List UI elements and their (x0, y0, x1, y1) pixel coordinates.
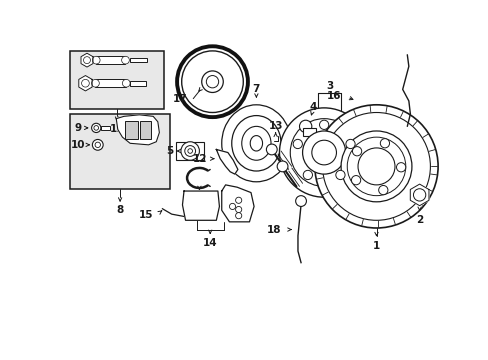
Bar (95, 80, 126, 87)
Text: 4: 4 (309, 102, 316, 112)
Circle shape (187, 149, 192, 153)
Text: 17: 17 (172, 94, 187, 104)
Circle shape (311, 140, 336, 165)
Circle shape (302, 131, 345, 174)
Circle shape (352, 147, 361, 156)
Circle shape (266, 144, 277, 155)
Bar (130, 81, 145, 86)
Circle shape (235, 213, 241, 219)
Circle shape (293, 139, 302, 149)
Circle shape (303, 170, 312, 180)
Polygon shape (79, 76, 92, 91)
Text: 5: 5 (166, 146, 173, 156)
Polygon shape (216, 149, 238, 174)
Circle shape (122, 56, 129, 64)
Text: 2: 2 (415, 215, 423, 225)
Circle shape (380, 139, 389, 148)
Circle shape (83, 57, 90, 64)
Circle shape (202, 71, 223, 93)
Circle shape (235, 206, 241, 213)
Text: 12: 12 (192, 154, 207, 164)
Text: 11: 11 (109, 125, 124, 134)
Bar (96, 56, 125, 64)
Circle shape (319, 120, 328, 130)
Circle shape (92, 139, 103, 150)
Polygon shape (182, 191, 219, 220)
Text: 9: 9 (74, 123, 81, 133)
Text: 15: 15 (139, 210, 153, 220)
Polygon shape (221, 185, 254, 222)
Text: 6: 6 (195, 194, 203, 204)
Polygon shape (409, 184, 428, 206)
Circle shape (181, 142, 199, 160)
Polygon shape (116, 115, 159, 145)
Circle shape (351, 176, 360, 185)
Circle shape (295, 195, 306, 206)
Text: 14: 14 (203, 238, 217, 248)
Bar (140, 121, 151, 139)
Circle shape (177, 46, 247, 117)
Circle shape (91, 123, 101, 132)
Circle shape (279, 108, 368, 197)
Bar (130, 58, 147, 62)
Bar (101, 126, 110, 130)
Circle shape (346, 137, 405, 195)
Text: 7: 7 (252, 84, 260, 94)
Circle shape (184, 145, 195, 156)
Circle shape (92, 56, 100, 64)
Text: 16: 16 (326, 91, 341, 100)
Text: 8: 8 (116, 205, 123, 215)
Circle shape (290, 119, 357, 186)
Circle shape (335, 170, 345, 180)
Text: 18: 18 (267, 225, 281, 235)
Circle shape (396, 163, 405, 172)
Circle shape (413, 189, 424, 200)
Circle shape (94, 126, 99, 130)
Circle shape (95, 142, 100, 148)
Circle shape (314, 105, 437, 228)
Circle shape (206, 76, 218, 88)
Circle shape (413, 189, 425, 201)
Circle shape (357, 148, 394, 185)
Circle shape (341, 131, 411, 202)
Bar (125, 121, 138, 139)
Circle shape (322, 112, 429, 220)
Circle shape (229, 203, 235, 210)
Polygon shape (81, 53, 93, 67)
Bar (70, 51, 163, 109)
Text: 10: 10 (70, 140, 85, 150)
Circle shape (235, 197, 241, 203)
Bar (176, 142, 203, 160)
Text: 13: 13 (268, 121, 283, 131)
Bar (70, 114, 170, 189)
Circle shape (91, 80, 99, 87)
Circle shape (299, 120, 311, 132)
Text: 3: 3 (325, 81, 332, 91)
Circle shape (345, 139, 354, 149)
Bar (302, 128, 316, 136)
Circle shape (122, 80, 130, 87)
Circle shape (81, 80, 89, 87)
Circle shape (378, 185, 387, 195)
Circle shape (277, 161, 287, 172)
Text: 1: 1 (372, 241, 379, 251)
